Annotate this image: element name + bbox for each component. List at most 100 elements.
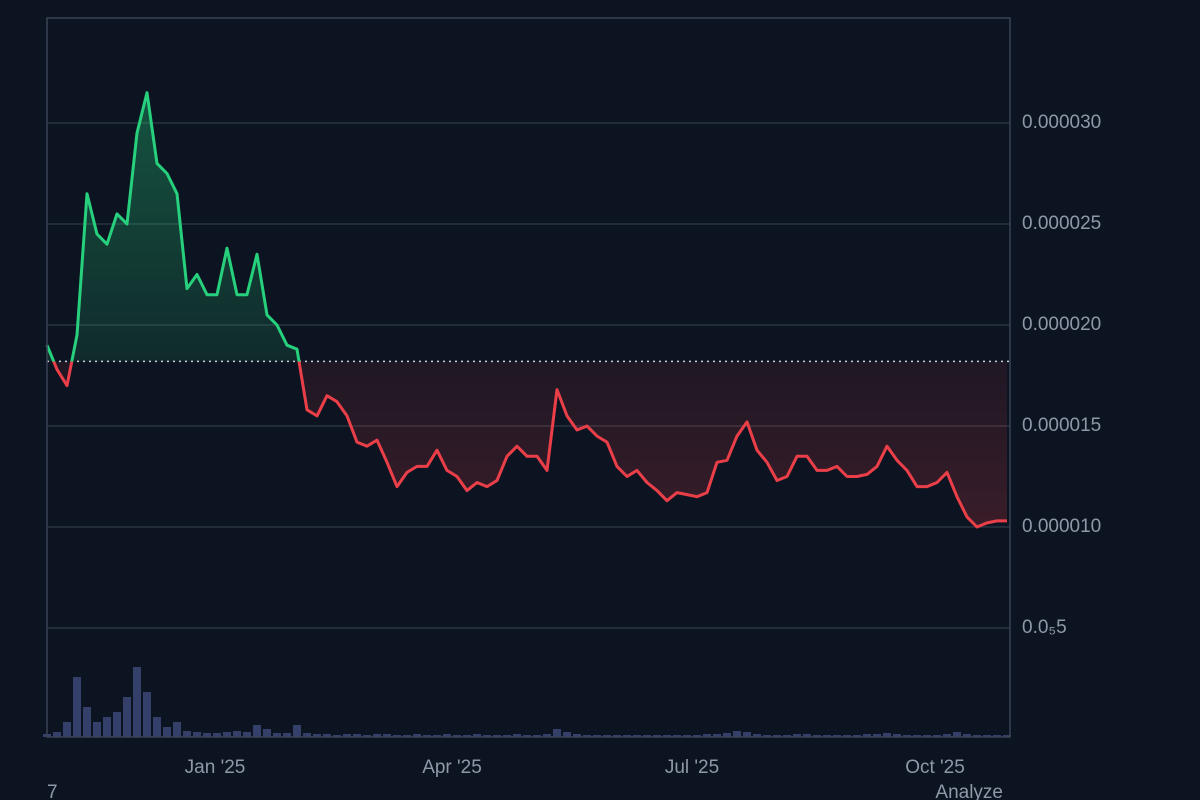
y-tick-label: 0.000025 — [1022, 213, 1101, 234]
volume-bar — [873, 734, 881, 737]
x-tick-label: Oct '25 — [905, 757, 965, 778]
plot-frame — [46, 17, 1011, 738]
volume-bar — [953, 732, 961, 737]
volume-bar — [553, 729, 561, 737]
volume-bar — [333, 735, 341, 737]
volume-bar — [753, 734, 761, 737]
volume-bar — [933, 735, 941, 737]
volume-bar — [783, 735, 791, 737]
volume-bar — [543, 734, 551, 737]
volume-bar — [183, 731, 191, 737]
volume-bar — [353, 734, 361, 737]
volume-bar — [663, 735, 671, 737]
volume-bar — [263, 729, 271, 737]
volume-bar — [413, 734, 421, 737]
volume-bar — [213, 733, 221, 737]
volume-bar — [303, 733, 311, 737]
volume-bar — [643, 735, 651, 737]
volume-bar — [1003, 735, 1011, 737]
y-tick-label: 0.0₅5 — [1022, 617, 1067, 638]
volume-bar — [633, 735, 641, 737]
volume-bar — [323, 734, 331, 737]
volume-bar — [883, 733, 891, 737]
volume-bar — [483, 735, 491, 737]
volume-bar — [293, 725, 301, 737]
y-tick-label: 0.000015 — [1022, 415, 1101, 436]
volume-bar — [443, 734, 451, 737]
y-tick-label: 0.000030 — [1022, 112, 1101, 133]
volume-bar — [713, 734, 721, 737]
volume-bar — [623, 735, 631, 737]
volume-bar — [173, 722, 181, 737]
volume-bar — [493, 735, 501, 737]
volume-bar — [793, 734, 801, 737]
volume-bar — [803, 734, 811, 737]
volume-bar — [533, 735, 541, 737]
volume-bar — [253, 725, 261, 737]
volume-bar — [503, 735, 511, 737]
volume-bar — [103, 717, 111, 737]
volume-bar — [223, 732, 231, 737]
volume-bar — [763, 735, 771, 737]
volume-bar — [403, 735, 411, 737]
volume-bar — [843, 735, 851, 737]
volume-bar — [273, 733, 281, 737]
volume-bar — [583, 735, 591, 737]
volume-bar — [233, 731, 241, 737]
volume-bar — [143, 692, 151, 737]
volume-bar — [63, 722, 71, 737]
volume-bar — [523, 735, 531, 737]
volume-bar — [203, 733, 211, 737]
volume-bar — [153, 717, 161, 737]
volume-bar — [863, 734, 871, 737]
volume-bar — [163, 727, 171, 737]
volume-bar — [603, 735, 611, 737]
volume-bar — [673, 735, 681, 737]
volume-bar — [833, 735, 841, 737]
volume-bar — [723, 733, 731, 737]
price-line — [45, 91, 1007, 529]
volume-bar — [313, 734, 321, 737]
volume-bar — [133, 667, 141, 737]
y-tick-label: 0.000010 — [1022, 516, 1101, 537]
volume-bar — [83, 707, 91, 737]
volume-bar — [823, 735, 831, 737]
volume-bar — [573, 734, 581, 737]
volume-bar — [373, 734, 381, 737]
volume-bar — [433, 735, 441, 737]
volume-bar — [363, 735, 371, 737]
volume-bar — [93, 722, 101, 737]
volume-bar — [963, 734, 971, 737]
volume-bar — [473, 734, 481, 737]
volume-bar — [693, 735, 701, 737]
volume-bar — [943, 734, 951, 737]
volume-bar — [383, 734, 391, 737]
volume-bar — [123, 697, 131, 737]
footer-right[interactable]: Analyze — [935, 782, 1003, 800]
volume-bar — [343, 734, 351, 737]
volume-bar — [683, 735, 691, 737]
x-tick-label: Jan '25 — [185, 757, 246, 778]
volume-bar — [193, 732, 201, 737]
volume-bar — [73, 677, 81, 737]
volume-bar — [593, 735, 601, 737]
volume-bar — [853, 735, 861, 737]
price-area — [47, 92, 1007, 527]
volume-bar — [563, 732, 571, 737]
footer-left: 7 — [47, 782, 58, 800]
volume-bar — [973, 735, 981, 737]
volume-bar — [733, 731, 741, 737]
volume-bar — [923, 735, 931, 737]
volume-bar — [113, 712, 121, 737]
volume-bar — [53, 732, 61, 737]
volume-bar — [773, 735, 781, 737]
volume-bar — [993, 735, 1001, 737]
volume-bar — [813, 735, 821, 737]
volume-bar — [983, 735, 991, 737]
volume-bar — [423, 735, 431, 737]
volume-bar — [653, 735, 661, 737]
volume-bar — [463, 735, 471, 737]
x-tick-label: Jul '25 — [665, 757, 719, 778]
x-tick-label: Apr '25 — [422, 757, 482, 778]
